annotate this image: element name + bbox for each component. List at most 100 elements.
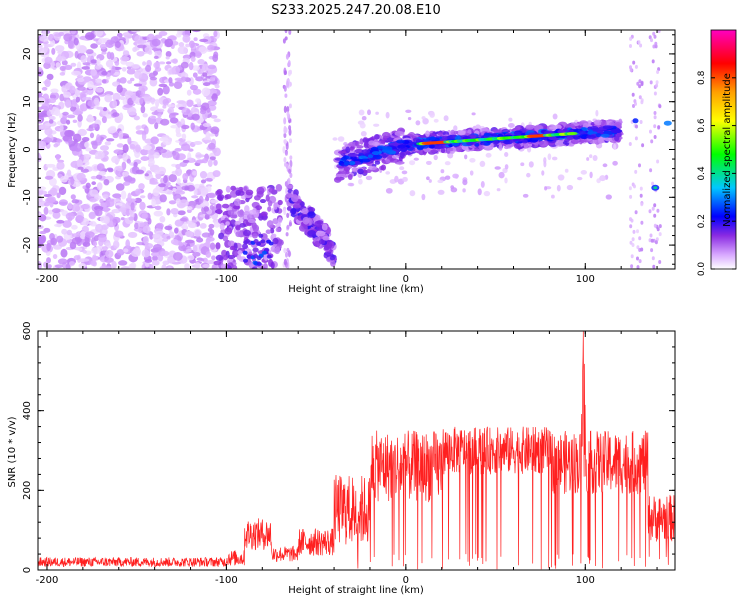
spectrogram-cell [247,213,255,221]
spectrogram-cell [480,180,485,188]
spectrogram-cell [447,152,454,159]
spectrogram-cell [446,135,453,140]
spectrogram-cell [155,230,164,236]
spectrogram-cell [108,198,115,202]
spectrogram-cell [213,118,221,123]
spectrogram-cell [368,136,376,141]
spectrogram-cell [266,220,274,228]
spectrogram-cell [162,238,169,242]
spectrogram-cell [131,94,137,102]
spectrogram-cell [118,260,128,266]
spectrogram-cell [651,206,655,211]
spectrogram-cell [225,185,231,193]
spectrogram-cell [66,169,72,177]
spectrogram-cell [632,229,636,234]
spectrogram-cell [76,61,82,70]
spectrogram-cell [243,229,251,237]
spectrogram-cell [191,30,201,33]
spectrogram-cell [131,63,140,69]
spectrogram-cell [602,125,614,130]
spectrogram-cell [142,61,147,66]
spectrogram-cell [232,205,240,210]
spectrogram-cell [551,194,555,199]
spectrogram-cell [284,30,288,34]
spec-ytick-label: -20 [22,237,33,253]
spectrogram-cell [283,105,287,114]
spectrogram-cell [151,111,160,116]
spectrogram-cell [307,206,316,213]
spectrogram-cell [73,255,81,261]
spectrogram-cell [649,168,653,173]
spectrogram-cell [93,38,99,42]
spectrogram-cell [651,256,655,261]
spectrogram-cell [72,110,83,116]
spectrogram-xlabel: Height of straight line (km) [288,284,424,295]
spectrogram-cell [527,146,532,153]
spectrogram-cell [599,175,606,182]
spectrogram-cell [433,154,438,161]
spectrogram-cell [147,217,152,225]
spectrogram-cell [253,239,259,243]
spectrogram-cell [283,117,287,125]
spectrogram-cell [206,259,216,265]
spectrogram-cell [653,91,657,96]
spectrogram-cell [104,114,113,119]
spectrogram-cell [343,166,351,172]
spectrogram-cell [638,163,641,168]
spectrogram-cell [634,101,637,106]
spectrogram-cell [237,190,245,196]
spectrogram-cell [58,186,67,196]
spectrogram-cell [630,264,634,269]
spectrogram-cell [75,96,81,103]
spectrogram-cell [610,129,620,134]
spectrogram-cell [53,143,59,148]
spectrogram-cell [62,91,72,99]
spectrogram-cell [75,215,84,223]
spectrogram-cell [221,203,230,209]
spectrogram-cell [103,215,110,225]
spectrogram-cell [595,133,602,138]
spectrogram-cell [243,211,250,216]
spectrogram-cell [127,80,133,84]
spectrogram-cell [286,224,290,230]
spectrogram-cell [421,193,426,201]
spectrogram-cell [140,195,146,199]
spectrogram-cell [640,100,644,105]
spectrogram-cell [265,194,270,202]
spectrogram-cell [207,159,213,168]
spectrogram-cell [38,261,43,269]
spectrogram-cell [507,122,515,129]
spectrogram-cell [539,140,549,147]
spectrogram-cell [45,163,56,168]
spectrogram-cell [347,173,353,181]
spectrogram-cell [192,251,201,257]
spectrogram-cell [513,143,521,149]
spectrogram-cell [93,97,100,106]
spectrogram-cell [48,115,56,121]
spectrogram-cell [96,134,101,143]
spectrogram-cell [397,144,406,149]
spectrogram-cell [54,264,64,269]
spectrogram-cell [70,194,76,200]
spectrogram-cell [181,76,187,81]
spectrogram-cell [270,261,275,269]
spectrogram-cell [170,124,180,129]
spectrogram-cell [43,44,49,53]
spectrogram-cell [638,84,642,89]
spectrogram-cell [464,154,468,160]
spectrogram-cell [259,198,267,204]
spectrogram-cell [287,60,291,67]
spectrogram-cell [631,237,635,242]
spectrogram-cell [337,136,345,142]
spectrogram-cell [283,85,287,92]
spectrogram-cell [70,105,77,112]
spectrogram-cell [46,73,54,81]
spectrogram-cell [256,186,265,195]
spectrogram-cell [116,84,123,93]
spectrogram-cell [135,188,142,195]
spectrogram-cell [244,205,250,213]
spectrogram-cell [38,235,46,244]
spectrogram-cell [332,137,338,141]
spectrogram-cell [548,136,558,141]
spectrogram-cell [490,133,498,138]
